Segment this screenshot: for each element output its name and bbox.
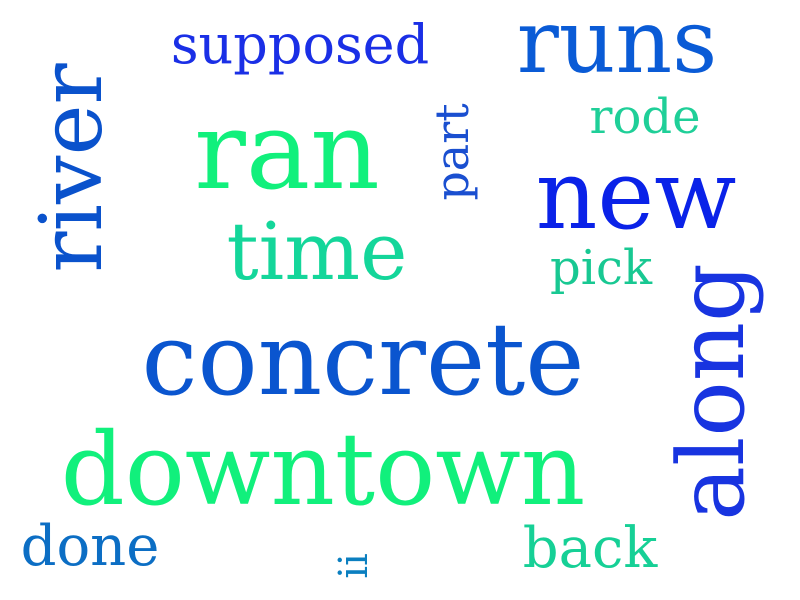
word-downtown: downtown xyxy=(60,411,586,528)
word-river: river xyxy=(22,63,122,273)
word-new: new xyxy=(535,139,737,251)
word-pick: pick xyxy=(549,240,653,296)
word-rode: rode xyxy=(589,89,701,145)
word-done: done xyxy=(20,514,160,579)
word-concrete: concrete xyxy=(141,301,585,418)
word-ran: ran xyxy=(194,89,380,214)
word-time: time xyxy=(226,205,408,298)
word-along: along xyxy=(658,263,765,521)
word-part: part xyxy=(425,103,479,201)
word-back: back xyxy=(522,516,658,581)
word-supposed: supposed xyxy=(170,13,430,76)
word-runs: runs xyxy=(516,0,718,93)
word-ii: ii xyxy=(331,553,377,579)
